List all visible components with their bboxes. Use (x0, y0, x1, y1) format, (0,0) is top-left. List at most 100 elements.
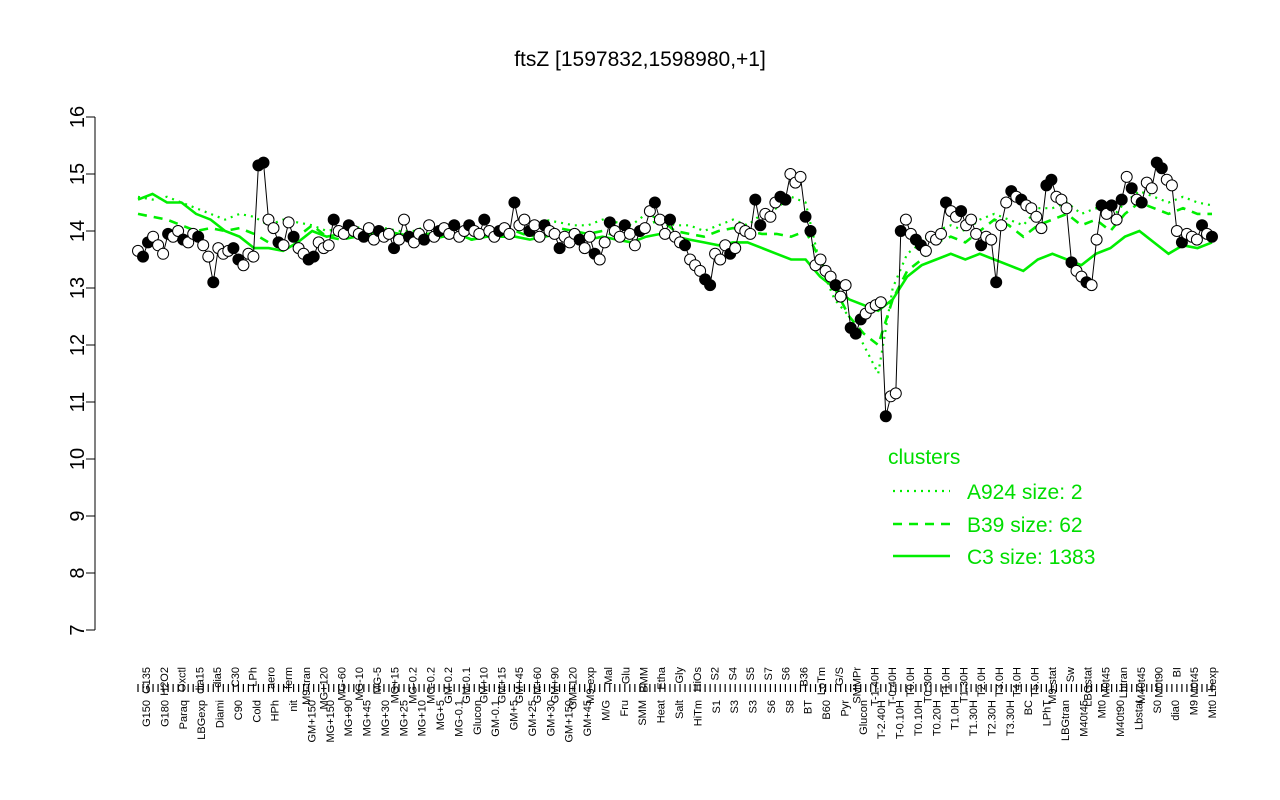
data-point (1206, 230, 1218, 243)
series-path (137, 161, 1213, 417)
legend-label-b39: B39 size: 62 (967, 514, 1083, 537)
data-point (965, 213, 978, 226)
x-tick-label-top: M0t45 (1100, 667, 1112, 698)
data-point (503, 227, 516, 240)
data-point (879, 410, 892, 423)
data-point (1125, 182, 1138, 195)
data-point (1165, 179, 1178, 192)
data-point (714, 253, 727, 266)
data-point (874, 296, 887, 309)
data-point (729, 242, 742, 255)
data-point (794, 170, 807, 183)
x-tick-label-bottom: T1.0H (950, 700, 962, 730)
data-point (919, 244, 932, 257)
y-tick-label: 13 (67, 277, 89, 299)
data-point (648, 196, 661, 209)
x-tick-label-bottom: LBGexp (196, 700, 208, 740)
data-point (679, 239, 691, 252)
data-point (1155, 162, 1168, 175)
x-tick-label-top: Etha (656, 666, 668, 690)
y-tick-label: 9 (67, 510, 89, 521)
x-tick-label-bottom: T0.10H (913, 700, 925, 736)
x-tick-label-top: MG-0.2 (408, 667, 420, 704)
x-tick-label-top: M0t45 (1189, 667, 1201, 698)
data-point (623, 227, 636, 240)
x-tick-label-top: GM+60 (532, 667, 544, 703)
data-point (804, 225, 817, 237)
x-tick-label-bottom: MG+10 (417, 700, 429, 736)
x-tick-label-bottom: M40t90 (1115, 700, 1127, 737)
legend-title: clusters (888, 446, 960, 469)
x-tick-label-bottom: HiTm (692, 700, 704, 726)
x-tick-label-bottom: LPhT (1042, 700, 1054, 727)
x-tick-label-bottom: GM+25 (527, 700, 539, 736)
x-tick-label-top: GM+90 (550, 667, 562, 703)
data-point (834, 290, 847, 303)
x-tick-label-bottom: HPh (270, 700, 282, 721)
x-tick-label-top: Mal (603, 667, 615, 685)
data-point (533, 230, 546, 243)
x-tick-label-top: T4.0H (1012, 667, 1024, 697)
data-point (985, 233, 998, 246)
data-point (889, 387, 902, 400)
x-tick-label-bottom: dia0 (1170, 700, 1182, 721)
x-tick-label-bottom: C90 (233, 700, 245, 720)
data-points (132, 156, 1218, 423)
x-tick-label-bottom: GM-0.1 (490, 700, 502, 737)
x-tick-label-bottom: T2.30H (986, 700, 998, 736)
x-tick-label-top: MG-60 (336, 667, 348, 701)
x-axis: G135 H2O2 Oxctl dia15 dia5 C30 LPh aero ferm M9-t… (137, 666, 1219, 743)
data-point (287, 230, 300, 243)
data-point (1090, 233, 1103, 246)
x-tick-label-bottom: T1.30H (968, 700, 980, 736)
x-tick-label-bottom: Salt (674, 700, 686, 719)
data-point (593, 253, 606, 266)
x-tick-label-top: S2 (710, 667, 722, 680)
x-tick-label-top: T1.30H (958, 667, 970, 703)
data-point (638, 222, 651, 235)
data-point (1170, 225, 1183, 237)
x-tick-label-top: SMMPr (852, 667, 864, 704)
x-tick-label-top: LoTm (816, 667, 828, 695)
x-tick-label-bottom: T-0.10H (895, 700, 907, 739)
data-point (664, 213, 676, 226)
data-point (267, 222, 280, 235)
data-point (955, 205, 968, 218)
x-tick-label-bottom: S3 (729, 700, 741, 713)
x-tick-label-top: H2O2 (159, 667, 171, 696)
x-tick-label-bottom: LBGtran (1060, 700, 1072, 741)
data-point (894, 225, 907, 237)
data-point (613, 230, 626, 243)
x-tick-label-bottom: MG+5 (435, 700, 447, 730)
data-point (1110, 213, 1123, 226)
x-tick-label-top: T-0.40H (887, 667, 899, 706)
data-point (899, 213, 912, 226)
data-point (418, 233, 431, 246)
x-tick-label-bottom: MG-0.1 (453, 700, 465, 737)
data-point (754, 219, 767, 232)
x-tick-label-top: G/S (834, 667, 846, 686)
data-point (829, 279, 842, 292)
x-tick-label-top: LBGstat (1083, 667, 1095, 707)
x-tick-label-top: T2.0H (976, 667, 988, 697)
x-tick-label-top: S6 (781, 667, 793, 680)
data-point (1045, 173, 1058, 186)
data-point (322, 239, 335, 252)
data-point (548, 227, 561, 240)
x-tick-label-bottom: G150 (141, 700, 153, 727)
y-tick-label: 14 (67, 220, 89, 242)
x-tick-label-bottom: Glucon (472, 700, 484, 735)
x-tick-label-bottom: GM+150 (564, 700, 576, 743)
x-tick-label-top: MG-0.2 (425, 667, 437, 704)
x-tick-label-bottom: GM+5 (509, 700, 521, 730)
x-tick-label-bottom: MG+45 (362, 700, 374, 736)
x-tick-label-top: S4 (727, 667, 739, 680)
data-point (935, 227, 947, 240)
data-point (327, 213, 340, 226)
x-tick-label-top: T0.30H (923, 667, 935, 703)
data-point (197, 239, 210, 252)
x-tick-label-bottom: BC (1023, 700, 1035, 715)
x-tick-label-top: BMM (639, 667, 651, 693)
x-tick-label-bottom: Fru (619, 700, 631, 717)
x-tick-label-top: GM+45 (514, 667, 526, 703)
